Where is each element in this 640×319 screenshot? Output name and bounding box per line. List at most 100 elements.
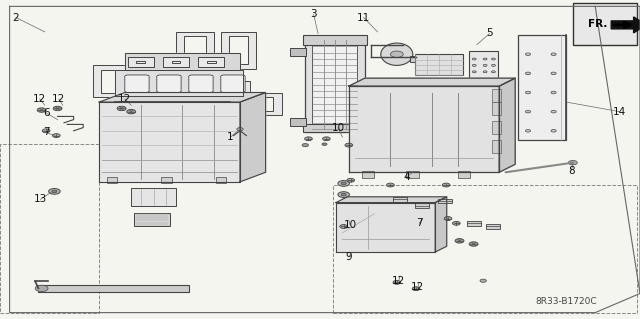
Circle shape (492, 71, 495, 73)
Bar (438, 198, 452, 204)
Bar (573, 3, 637, 45)
Circle shape (302, 144, 308, 147)
Bar (107, 177, 117, 183)
Bar (161, 177, 172, 183)
Bar (256, 93, 282, 115)
Bar (38, 285, 189, 292)
Bar (134, 213, 170, 226)
Bar (173, 73, 208, 102)
Bar (492, 102, 501, 115)
Text: 8: 8 (568, 166, 575, 176)
Bar (214, 81, 250, 110)
Bar (221, 32, 256, 69)
Circle shape (323, 137, 330, 141)
Circle shape (551, 72, 556, 75)
Bar (172, 61, 180, 63)
Bar (101, 70, 116, 93)
Bar (362, 171, 374, 178)
Text: 7: 7 (416, 218, 422, 228)
Bar (176, 32, 214, 69)
Bar (305, 37, 365, 132)
Bar (170, 112, 205, 139)
Bar (131, 188, 176, 206)
FancyBboxPatch shape (189, 75, 213, 93)
Text: 7: 7 (43, 127, 49, 137)
Text: 10: 10 (332, 122, 344, 133)
Circle shape (472, 71, 476, 73)
Bar (290, 48, 306, 56)
Bar (178, 116, 196, 135)
Text: 3: 3 (310, 9, 317, 19)
Bar (333, 185, 637, 313)
Circle shape (322, 143, 327, 145)
Polygon shape (115, 70, 243, 96)
Bar (410, 56, 426, 62)
Text: 5: 5 (486, 28, 493, 39)
Bar (458, 171, 470, 178)
Text: 2: 2 (13, 12, 19, 23)
FancyBboxPatch shape (157, 75, 181, 93)
Bar (181, 78, 200, 98)
Text: 1: 1 (227, 132, 234, 142)
Bar (198, 57, 224, 67)
Circle shape (237, 128, 243, 131)
Polygon shape (336, 203, 435, 252)
Bar (303, 35, 367, 45)
Bar (93, 65, 125, 97)
Circle shape (390, 51, 403, 57)
Circle shape (472, 58, 476, 60)
Bar (415, 204, 429, 208)
Circle shape (305, 137, 312, 141)
Bar (406, 171, 419, 178)
Text: 12: 12 (52, 94, 65, 104)
Circle shape (492, 58, 495, 60)
Circle shape (340, 225, 348, 228)
Circle shape (49, 189, 60, 194)
Bar (312, 40, 357, 129)
Polygon shape (240, 93, 266, 182)
Circle shape (117, 106, 126, 111)
Circle shape (551, 110, 556, 113)
Bar (303, 124, 367, 132)
Circle shape (37, 108, 46, 112)
Polygon shape (349, 86, 499, 172)
Circle shape (345, 143, 353, 147)
Circle shape (525, 110, 531, 113)
Circle shape (52, 134, 60, 137)
Circle shape (525, 72, 531, 75)
Bar (136, 61, 145, 63)
Bar (163, 57, 189, 67)
Circle shape (568, 160, 577, 165)
Bar (492, 140, 501, 153)
Bar (229, 36, 248, 64)
Bar (223, 116, 241, 135)
Bar (0, 144, 99, 313)
Bar (131, 65, 163, 97)
Bar (415, 54, 463, 75)
Circle shape (35, 285, 48, 292)
Bar (290, 118, 306, 126)
Circle shape (525, 53, 531, 56)
Bar (184, 36, 206, 64)
Polygon shape (435, 197, 447, 252)
Text: 12: 12 (33, 94, 46, 104)
Bar (469, 51, 498, 78)
Bar (128, 57, 154, 67)
Circle shape (412, 287, 420, 291)
Text: 10: 10 (344, 220, 356, 230)
Circle shape (127, 109, 136, 114)
Bar (492, 89, 501, 102)
Bar (264, 97, 273, 111)
Text: FR.: FR. (588, 19, 607, 29)
Text: 14: 14 (613, 107, 626, 117)
Text: 4: 4 (403, 172, 410, 182)
Circle shape (442, 183, 450, 187)
Circle shape (492, 64, 495, 66)
Circle shape (393, 280, 401, 284)
Text: 12: 12 (118, 94, 131, 104)
Text: 9: 9 (346, 252, 352, 262)
Bar (518, 35, 566, 140)
Circle shape (472, 64, 476, 66)
Circle shape (483, 64, 487, 66)
Circle shape (341, 193, 346, 196)
